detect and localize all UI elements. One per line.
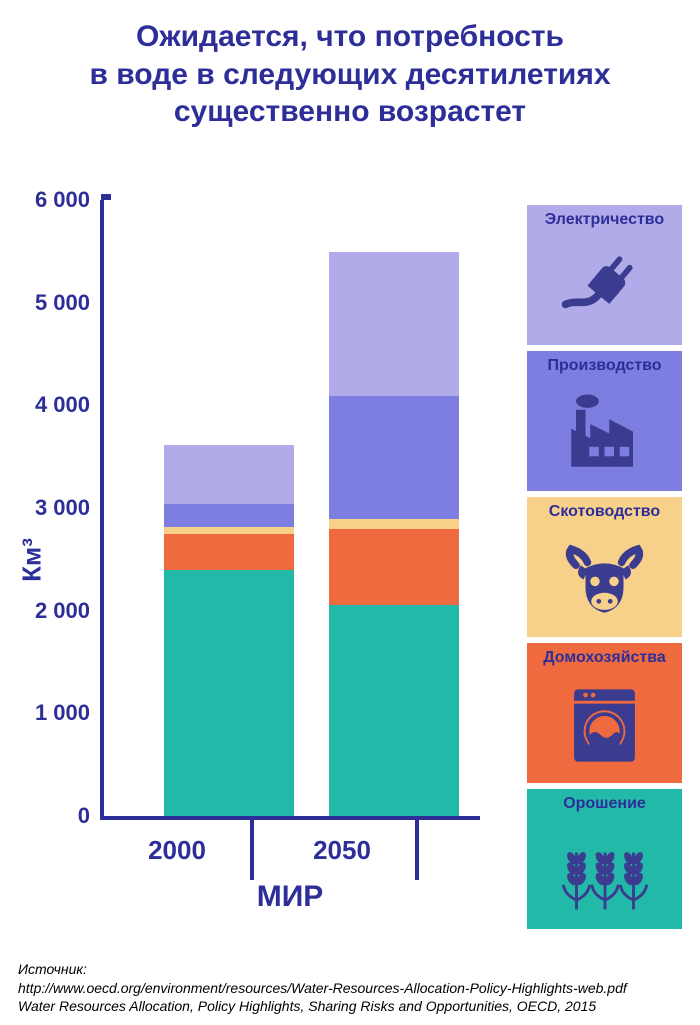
title-line-3: существенно возрастет [174,95,526,128]
y-tick-label: 3 000 [35,495,90,521]
footer-text: http://www.oecd.org/environment/resource… [18,980,627,1014]
bar-segment-manufacturing [164,504,294,527]
y-tick-label: 1 000 [35,700,90,726]
bar-segment-irrigation [164,570,294,816]
domestic-icon [527,667,682,783]
legend-label: Орошение [563,789,646,813]
y-tick-label: 2 000 [35,598,90,624]
y-tick-label: 5 000 [35,290,90,316]
footer-label: Источник: [18,961,87,977]
legend-label: Электричество [545,205,664,229]
group-label: МИР [120,880,460,914]
y-tick-label: 6 000 [35,187,90,213]
y-tick-label: 0 [78,803,90,829]
bar-segment-domestic [329,529,459,605]
electricity-icon [527,229,682,345]
title-line-1: Ожидается, что потребность [136,20,564,53]
chart: Км³ МИР 01 0002 0003 0004 0005 0006 0002… [20,200,500,920]
legend-item-domestic: Домохозяйства [527,643,682,783]
bar-segment-electricity [164,445,294,504]
y-axis-label: Км³ [16,538,47,582]
page-title: Ожидается, что потребность в воде в след… [0,0,700,139]
bar-group [329,252,459,816]
bar-segment-livestock [329,519,459,528]
category-label: 2050 [269,820,419,880]
legend-label: Скотоводство [549,497,660,521]
legend-item-manufacturing: Производство [527,351,682,491]
legend-item-livestock: Скотоводство [527,497,682,637]
bar-group [164,445,294,816]
footer: Источник: http://www.oecd.org/environmen… [18,960,658,1015]
bar-segment-livestock [164,527,294,534]
legend-item-electricity: Электричество [527,205,682,345]
legend-item-irrigation: Орошение [527,789,682,929]
plot-area [100,200,480,820]
axis-cap [101,194,111,200]
irrigation-icon [527,813,682,929]
y-tick-label: 4 000 [35,392,90,418]
legend-label: Производство [547,351,661,375]
title-line-2: в воде в следующих десятилетиях [89,58,610,91]
bar-segment-irrigation [329,605,459,816]
legend-label: Домохозяйства [543,643,666,667]
livestock-icon [527,521,682,637]
manufacturing-icon [527,375,682,491]
bar-segment-domestic [164,534,294,570]
category-label: 2000 [104,820,254,880]
bar-segment-manufacturing [329,396,459,519]
legend: Электричество Производство Скотоводство [527,205,682,929]
bar-segment-electricity [329,252,459,396]
